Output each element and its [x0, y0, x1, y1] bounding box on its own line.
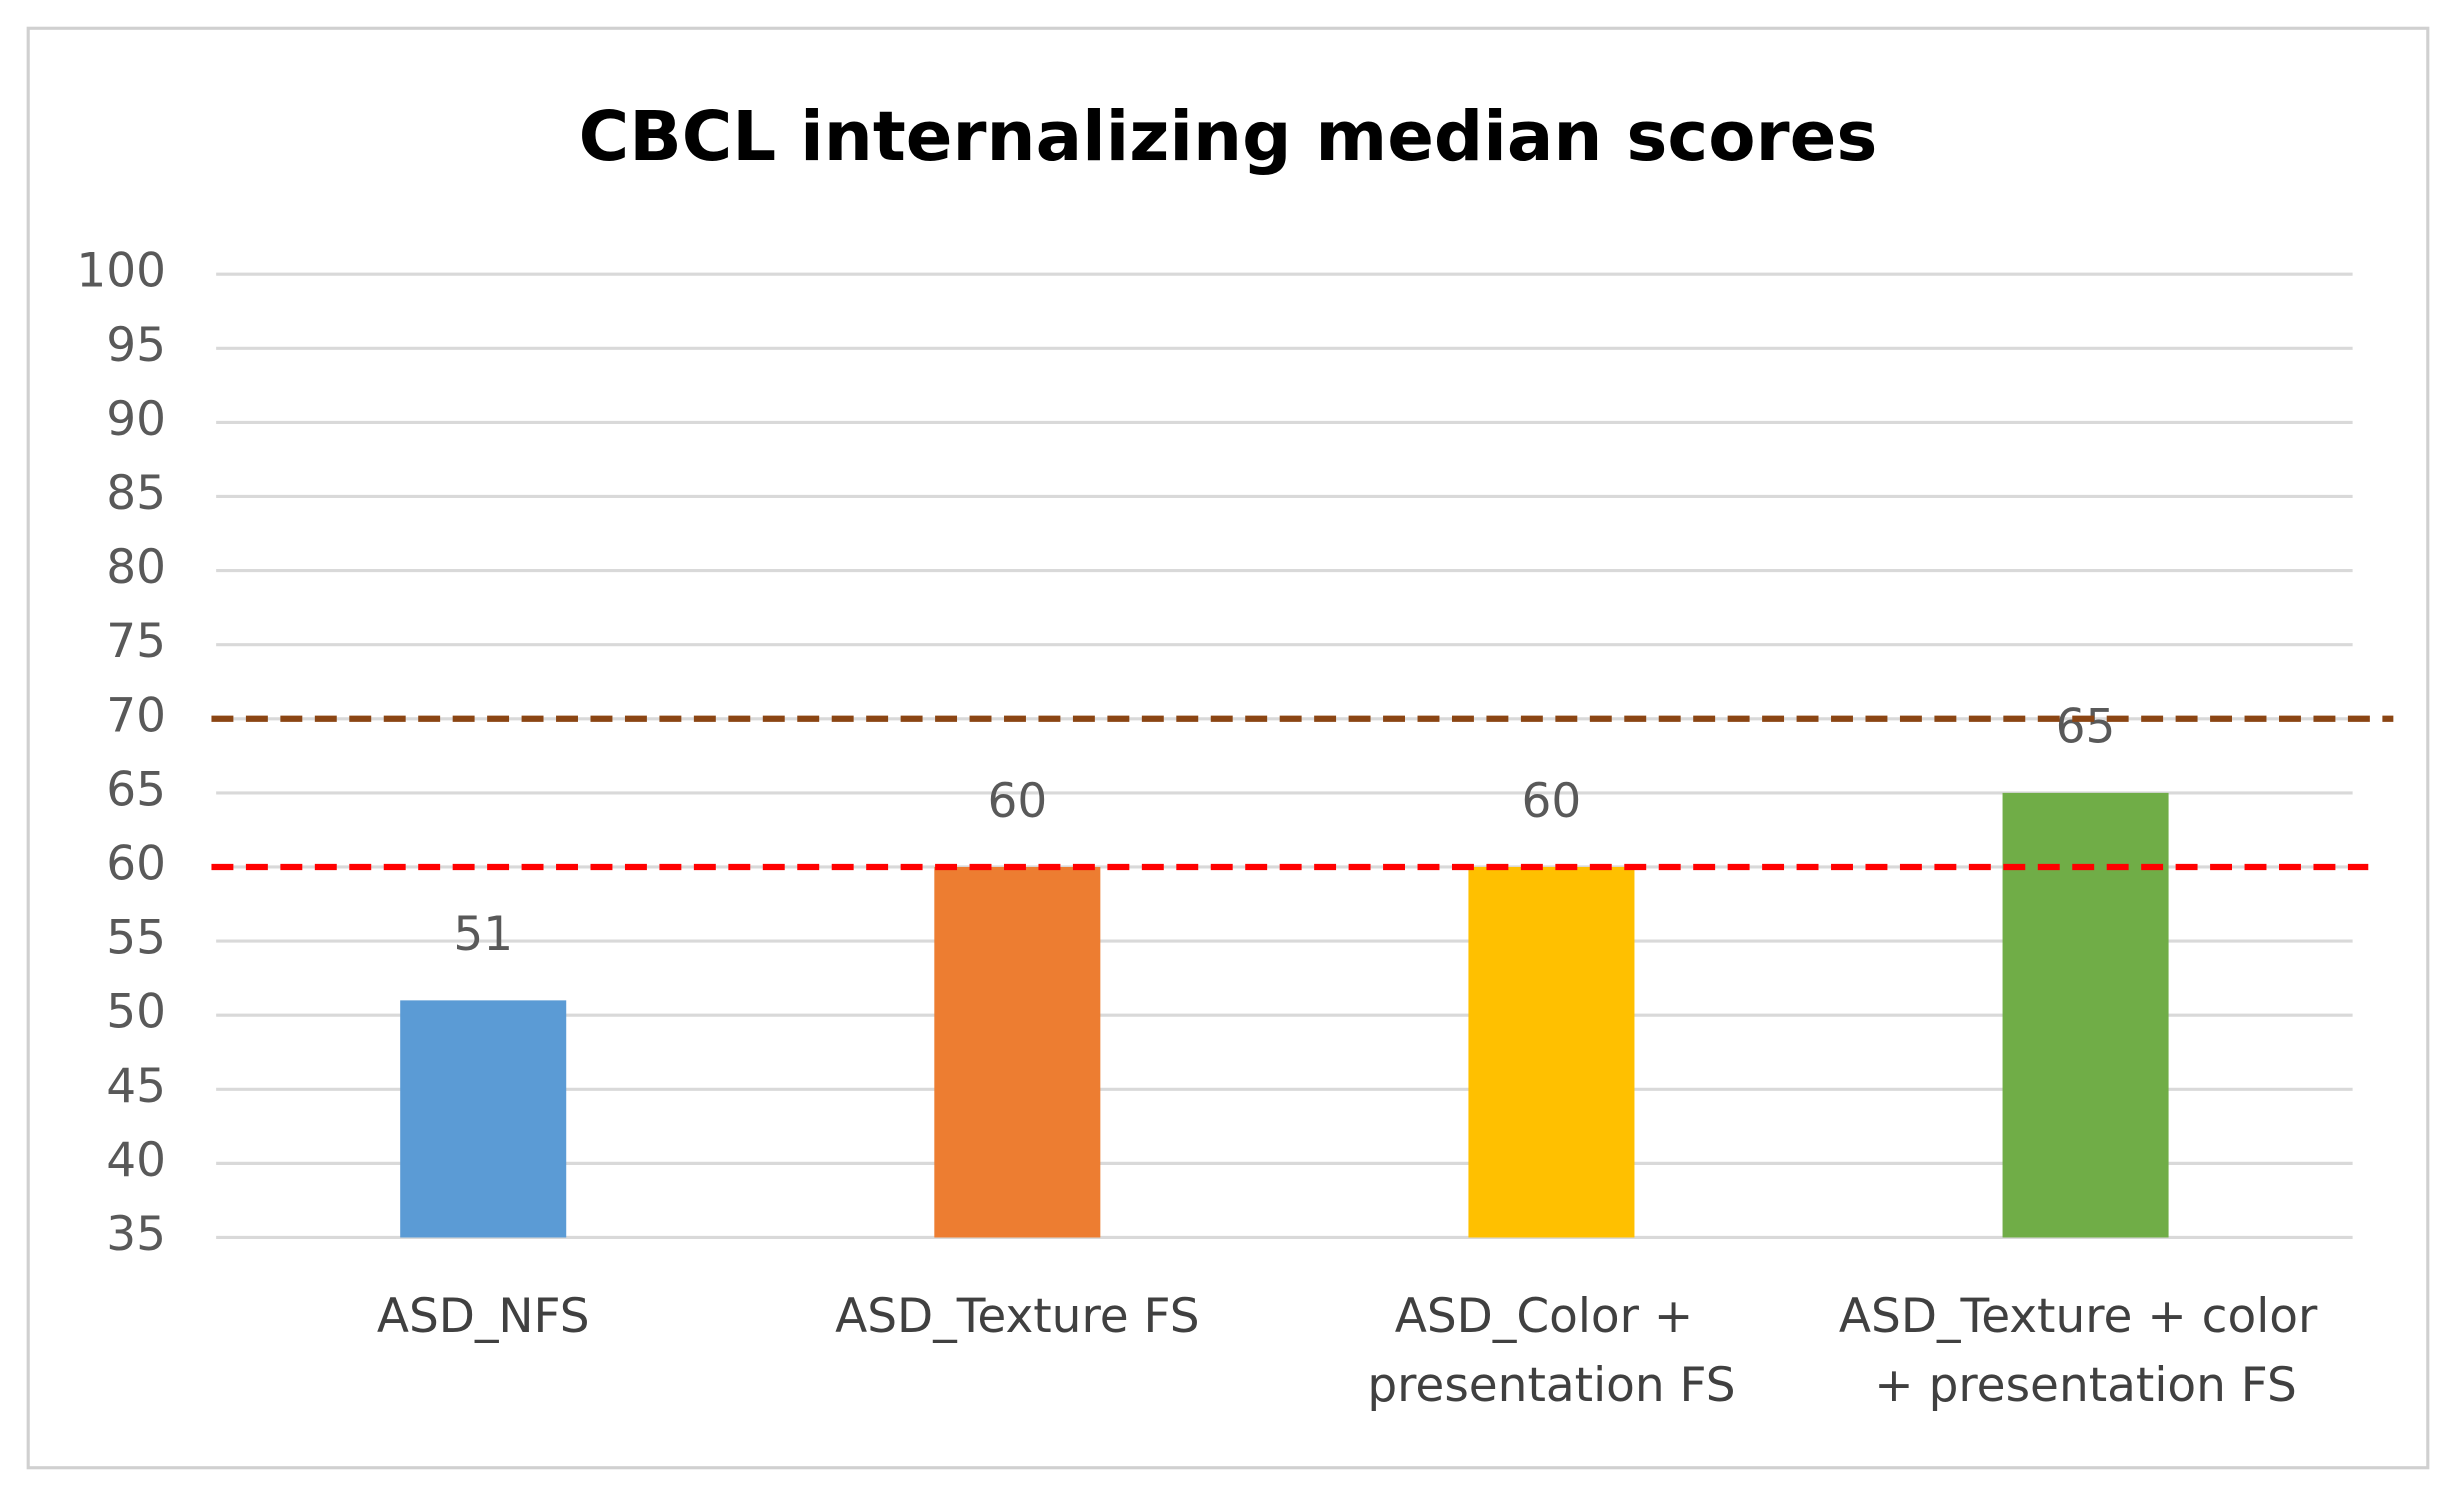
value-label: 60: [987, 774, 1047, 829]
y-tick-label: 55: [106, 911, 166, 966]
y-tick-label: 50: [106, 985, 166, 1040]
y-tick-label: 85: [106, 466, 166, 521]
y-tick-label: 35: [106, 1207, 166, 1262]
y-tick-label: 95: [106, 318, 166, 373]
y-tick-label: 60: [106, 836, 166, 891]
x-tick-label: ASD_NFS: [377, 1288, 590, 1343]
x-tick-label: ASD_Texture + color + presentation FS: [1839, 1288, 2332, 1412]
bar: [934, 866, 1101, 1238]
y-tick-label: 65: [106, 762, 166, 817]
chart-title: CBCL internalizing median scores: [579, 97, 1878, 177]
y-tick-label: 45: [106, 1059, 166, 1114]
x-tick-label: ASD_Color + presentation FS: [1367, 1288, 1735, 1412]
value-label: 60: [1522, 774, 1582, 829]
value-label: 65: [2056, 700, 2116, 755]
y-tick-label: 100: [76, 244, 166, 299]
bar: [1468, 866, 1635, 1238]
y-tick-label: 80: [106, 540, 166, 595]
y-tick-label: 90: [106, 392, 166, 447]
value-label: 51: [453, 907, 513, 962]
y-tick-label: 75: [106, 614, 166, 669]
bar: [400, 1000, 567, 1238]
y-tick-label: 70: [106, 688, 166, 743]
y-tick-label: 40: [106, 1133, 166, 1188]
bar: [2002, 792, 2169, 1238]
x-tick-label: ASD_Texture FS: [835, 1288, 1199, 1343]
